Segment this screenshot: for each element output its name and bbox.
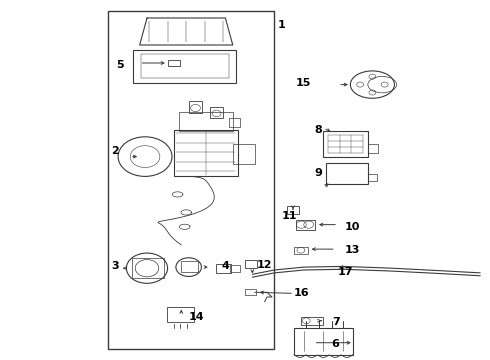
Text: 8: 8: [315, 125, 322, 135]
Text: 3: 3: [111, 261, 119, 271]
Bar: [368, 174, 377, 181]
Bar: [189, 101, 202, 113]
Text: 7: 7: [332, 317, 340, 327]
Text: 11: 11: [281, 211, 297, 221]
Bar: [229, 118, 240, 127]
Bar: [181, 261, 198, 272]
Text: 4: 4: [221, 261, 229, 271]
Bar: [132, 258, 164, 278]
Text: 15: 15: [296, 78, 312, 88]
Bar: [168, 60, 180, 66]
Text: 17: 17: [338, 267, 353, 277]
Bar: [141, 54, 229, 78]
Text: 10: 10: [345, 222, 361, 232]
Bar: [368, 144, 378, 153]
Bar: [245, 260, 257, 268]
Bar: [108, 11, 274, 349]
Text: 6: 6: [332, 339, 340, 349]
Bar: [174, 130, 238, 176]
Text: 2: 2: [111, 146, 119, 156]
Bar: [133, 50, 236, 83]
Bar: [301, 317, 323, 325]
Bar: [233, 144, 255, 164]
Bar: [323, 131, 368, 157]
Text: 12: 12: [257, 260, 272, 270]
Bar: [294, 247, 308, 254]
Bar: [287, 206, 299, 214]
Text: 9: 9: [315, 168, 322, 178]
Bar: [230, 265, 240, 272]
Text: 14: 14: [188, 312, 204, 322]
Bar: [167, 307, 194, 322]
Bar: [326, 163, 368, 184]
Text: 1: 1: [278, 20, 286, 30]
Bar: [179, 112, 233, 131]
Bar: [296, 220, 315, 230]
Bar: [216, 264, 231, 273]
Text: 13: 13: [345, 245, 361, 255]
Bar: [245, 289, 256, 295]
Bar: [294, 328, 353, 355]
Text: 16: 16: [294, 288, 309, 298]
Bar: [210, 107, 223, 118]
Text: 5: 5: [116, 60, 124, 70]
